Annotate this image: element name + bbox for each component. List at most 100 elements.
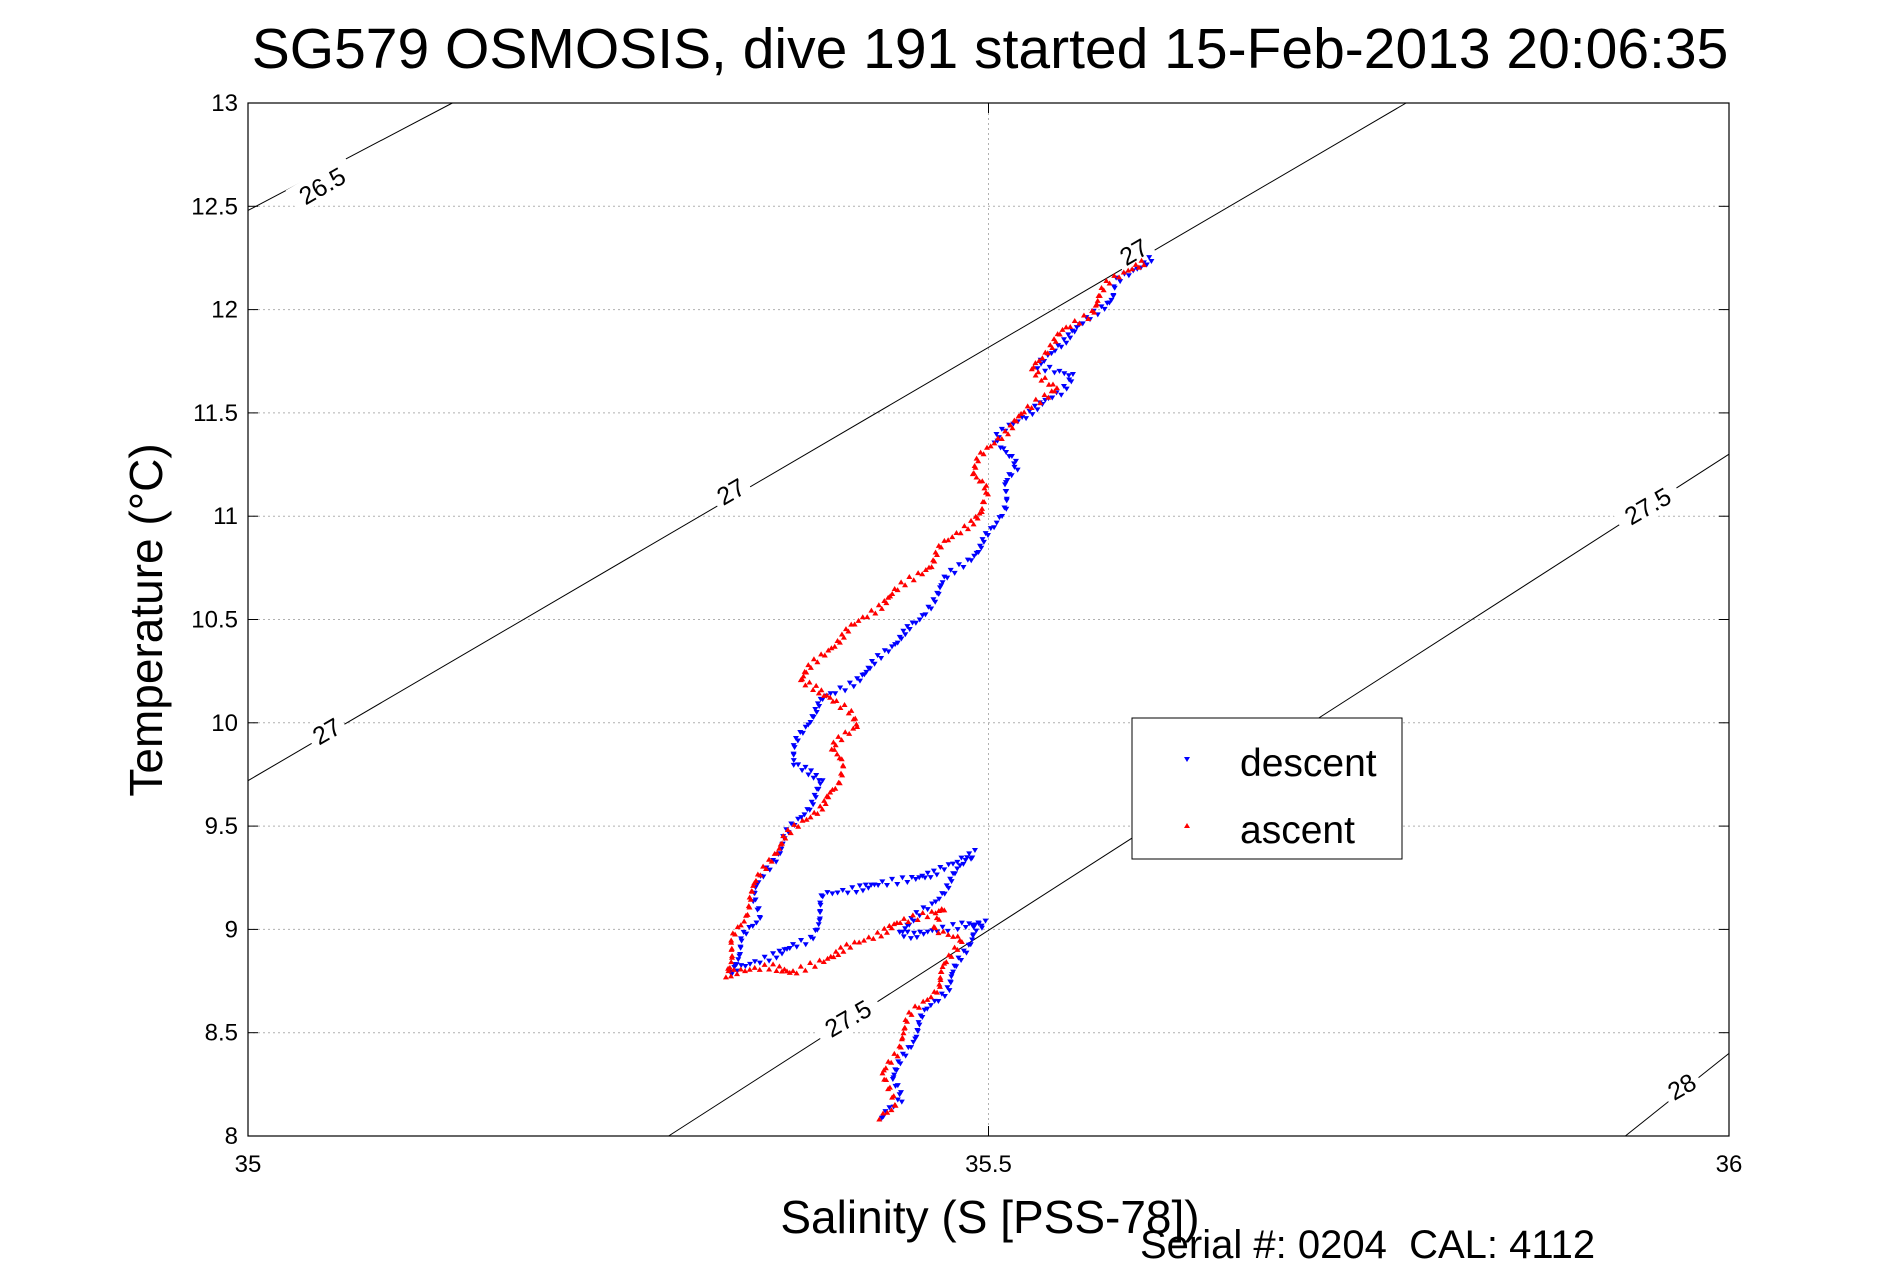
data-point-descent xyxy=(1014,467,1021,473)
data-point-descent xyxy=(793,944,800,950)
data-point-descent xyxy=(884,882,891,888)
data-point-descent xyxy=(865,665,872,671)
data-point-ascent xyxy=(951,944,958,950)
data-point-descent xyxy=(786,946,793,952)
data-point-ascent xyxy=(734,924,741,930)
y-tick-label: 8.5 xyxy=(205,1020,238,1047)
data-point-descent xyxy=(929,901,936,907)
data-point-ascent xyxy=(728,954,735,960)
data-point-ascent xyxy=(848,707,855,713)
data-point-descent xyxy=(1061,371,1068,377)
data-point-ascent xyxy=(742,912,749,918)
data-point-ascent xyxy=(754,871,761,877)
data-point-descent xyxy=(1029,412,1036,418)
data-point-descent xyxy=(790,762,797,768)
data-point-ascent xyxy=(802,682,809,688)
data-point-descent xyxy=(977,543,984,549)
data-point-ascent xyxy=(854,723,861,729)
data-point-descent xyxy=(973,550,980,556)
data-point-ascent xyxy=(820,959,827,965)
data-point-descent xyxy=(993,432,1000,438)
data-point-descent xyxy=(1058,344,1065,350)
data-point-descent xyxy=(834,890,841,896)
data-point-descent xyxy=(1056,368,1063,374)
isopycnal-label-bg xyxy=(1611,476,1684,535)
data-point-descent xyxy=(912,1036,919,1042)
data-point-ascent xyxy=(795,823,802,829)
data-point-descent xyxy=(790,743,797,749)
data-point-ascent xyxy=(746,966,753,972)
data-point-ascent xyxy=(891,586,898,592)
data-point-descent xyxy=(941,574,948,580)
data-point-descent xyxy=(824,890,831,896)
data-point-ascent xyxy=(937,974,944,980)
y-tick-label: 10 xyxy=(211,710,238,737)
data-point-ascent xyxy=(810,656,817,662)
data-point-ascent xyxy=(883,929,890,935)
data-point-ascent xyxy=(776,963,783,969)
data-point-descent xyxy=(982,531,989,537)
data-point-ascent xyxy=(888,925,895,931)
data-point-descent xyxy=(779,951,786,957)
data-point-ascent xyxy=(810,686,817,692)
data-point-descent xyxy=(810,775,817,781)
data-point-ascent xyxy=(1039,355,1046,361)
data-point-descent xyxy=(889,1077,896,1083)
data-point-ascent xyxy=(786,969,793,975)
data-point-descent xyxy=(816,916,823,922)
data-point-descent xyxy=(850,684,857,690)
data-point-ascent xyxy=(875,602,882,608)
data-point-descent xyxy=(950,871,957,877)
data-point-ascent xyxy=(954,933,961,939)
data-point-ascent xyxy=(888,1107,895,1113)
data-point-descent xyxy=(1002,482,1009,488)
data-point-ascent xyxy=(825,647,832,653)
isopycnal-line xyxy=(247,102,453,211)
data-point-descent xyxy=(878,656,885,662)
y-tick-label: 8 xyxy=(225,1123,238,1150)
data-point-ascent xyxy=(793,970,800,976)
data-point-descent xyxy=(902,1053,909,1059)
data-point-descent xyxy=(971,848,978,854)
data-point-descent xyxy=(746,924,753,930)
data-point-descent xyxy=(924,870,931,876)
data-point-ascent xyxy=(928,994,935,1000)
data-point-descent xyxy=(945,862,952,868)
data-point-ascent xyxy=(902,582,909,588)
data-point-ascent xyxy=(835,733,842,739)
data-point-ascent xyxy=(1135,264,1142,270)
data-point-descent xyxy=(742,964,749,970)
data-point-ascent xyxy=(906,574,913,580)
data-point-ascent xyxy=(741,918,748,924)
data-point-ascent xyxy=(914,917,921,923)
data-point-descent xyxy=(1003,449,1010,455)
data-point-descent xyxy=(904,879,911,885)
data-point-descent xyxy=(954,866,961,872)
data-point-descent xyxy=(888,644,895,650)
data-point-descent xyxy=(970,925,977,931)
data-point-descent xyxy=(731,965,738,971)
data-point-descent xyxy=(1008,454,1015,460)
data-point-ascent xyxy=(853,721,860,727)
data-point-descent xyxy=(941,994,948,1000)
y-axis-ticks: 8 8.5 9 9.5 10 10.5 11 11.5 12 12.5 13 xyxy=(191,90,1729,1150)
data-point-ascent xyxy=(838,631,845,637)
data-point-ascent xyxy=(846,730,853,736)
data-point-descent xyxy=(925,604,932,610)
data-point-ascent xyxy=(957,530,964,536)
data-point-descent xyxy=(802,942,809,948)
data-point-ascent xyxy=(859,614,866,620)
data-point-descent xyxy=(849,885,856,891)
data-point-descent xyxy=(947,876,954,882)
data-point-ascent xyxy=(898,579,905,585)
y-tick-label: 10.5 xyxy=(191,607,238,634)
data-point-ascent xyxy=(870,935,877,941)
data-point-descent xyxy=(1058,392,1065,398)
data-point-descent xyxy=(1042,368,1049,374)
data-point-ascent xyxy=(725,968,732,974)
data-point-ascent xyxy=(945,952,952,958)
data-point-ascent xyxy=(905,918,912,924)
data-point-descent xyxy=(935,998,942,1004)
y-tick-label: 11.5 xyxy=(193,400,238,427)
data-point-ascent xyxy=(821,797,828,803)
